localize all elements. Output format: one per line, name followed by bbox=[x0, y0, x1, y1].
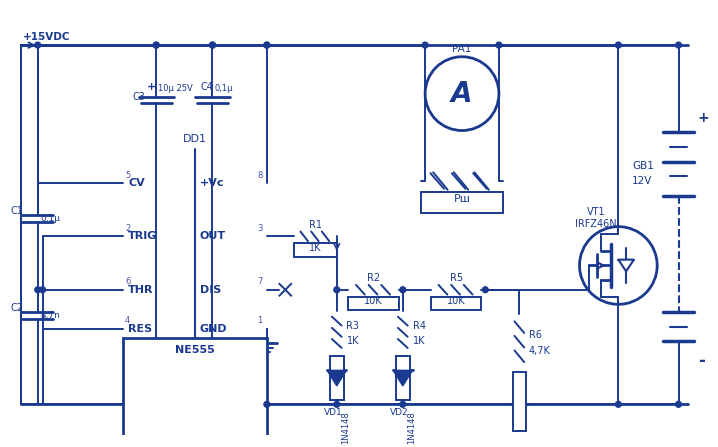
Text: RES: RES bbox=[128, 324, 152, 333]
Text: +: + bbox=[146, 82, 156, 92]
Bar bbox=[421, 192, 503, 213]
Circle shape bbox=[39, 287, 45, 293]
Bar bbox=[330, 356, 344, 401]
Text: 1N4148: 1N4148 bbox=[340, 411, 350, 444]
Text: 4,7n: 4,7n bbox=[41, 312, 60, 320]
Circle shape bbox=[676, 401, 681, 407]
Text: VD1: VD1 bbox=[324, 408, 342, 417]
Text: 10K: 10K bbox=[364, 296, 383, 306]
Text: C1: C1 bbox=[11, 206, 24, 216]
Circle shape bbox=[482, 287, 488, 293]
Bar bbox=[396, 356, 409, 401]
Text: NE555: NE555 bbox=[175, 345, 215, 355]
Text: DD1: DD1 bbox=[183, 134, 207, 144]
Text: C4: C4 bbox=[201, 82, 214, 92]
Text: 5: 5 bbox=[125, 171, 131, 180]
Circle shape bbox=[496, 42, 502, 48]
Text: TRIG: TRIG bbox=[128, 232, 157, 241]
Text: 1K: 1K bbox=[413, 336, 425, 346]
Text: CV: CV bbox=[128, 178, 145, 188]
Text: C2: C2 bbox=[11, 303, 24, 313]
Text: +Vc: +Vc bbox=[200, 178, 224, 188]
Circle shape bbox=[34, 42, 41, 48]
Text: R3: R3 bbox=[347, 320, 360, 331]
Polygon shape bbox=[393, 371, 413, 386]
Text: C3: C3 bbox=[133, 92, 146, 101]
Bar bbox=[294, 243, 337, 257]
Circle shape bbox=[210, 42, 215, 48]
Text: 12V: 12V bbox=[632, 176, 653, 186]
Text: 10K: 10K bbox=[447, 296, 465, 306]
Text: 1K: 1K bbox=[347, 336, 359, 346]
Circle shape bbox=[400, 401, 406, 407]
Text: R6: R6 bbox=[529, 330, 542, 340]
Circle shape bbox=[153, 42, 159, 48]
Circle shape bbox=[153, 42, 159, 48]
Circle shape bbox=[400, 287, 406, 293]
Text: 4,7K: 4,7K bbox=[529, 346, 551, 356]
Text: R5: R5 bbox=[449, 273, 463, 283]
Text: 1N4148: 1N4148 bbox=[406, 411, 416, 444]
Text: 10μ 25V: 10μ 25V bbox=[158, 84, 193, 93]
Circle shape bbox=[34, 287, 41, 293]
Text: IRFZ46N: IRFZ46N bbox=[574, 219, 616, 229]
Bar bbox=[431, 296, 482, 310]
Circle shape bbox=[264, 42, 270, 48]
Circle shape bbox=[676, 42, 681, 48]
Polygon shape bbox=[618, 260, 634, 271]
Text: 4: 4 bbox=[125, 316, 131, 325]
Text: 1K: 1K bbox=[309, 243, 322, 253]
Circle shape bbox=[422, 42, 428, 48]
Text: 1: 1 bbox=[257, 316, 262, 325]
Text: GB1: GB1 bbox=[632, 161, 654, 172]
Text: A: A bbox=[452, 80, 472, 108]
Text: OUT: OUT bbox=[200, 232, 226, 241]
Text: R2: R2 bbox=[367, 273, 381, 283]
Text: 7: 7 bbox=[257, 278, 263, 287]
Text: Рш: Рш bbox=[454, 194, 470, 204]
Text: 8: 8 bbox=[257, 171, 263, 180]
Text: R4: R4 bbox=[413, 320, 426, 331]
Text: GND: GND bbox=[200, 324, 228, 333]
Text: DIS: DIS bbox=[200, 285, 221, 295]
Text: 0,1μ: 0,1μ bbox=[215, 84, 233, 93]
Text: VT1: VT1 bbox=[587, 207, 606, 217]
Circle shape bbox=[334, 287, 340, 293]
Text: 6: 6 bbox=[125, 278, 131, 287]
Text: +: + bbox=[698, 111, 709, 125]
Circle shape bbox=[264, 401, 270, 407]
Text: -: - bbox=[698, 352, 705, 370]
Text: R1: R1 bbox=[309, 220, 322, 230]
Polygon shape bbox=[327, 371, 347, 386]
Text: VD2: VD2 bbox=[390, 408, 409, 417]
Text: THR: THR bbox=[128, 285, 154, 295]
Circle shape bbox=[264, 42, 270, 48]
Text: 0,1μ: 0,1μ bbox=[41, 215, 60, 224]
Text: 3: 3 bbox=[257, 224, 263, 233]
Bar bbox=[123, 338, 267, 447]
Circle shape bbox=[210, 42, 215, 48]
Circle shape bbox=[334, 401, 340, 407]
Circle shape bbox=[615, 401, 621, 407]
Text: +15VDC: +15VDC bbox=[23, 32, 70, 42]
Circle shape bbox=[615, 42, 621, 48]
Text: 2: 2 bbox=[125, 224, 131, 233]
Text: PA1: PA1 bbox=[452, 44, 472, 54]
Bar bbox=[513, 372, 526, 430]
Bar bbox=[348, 296, 399, 310]
